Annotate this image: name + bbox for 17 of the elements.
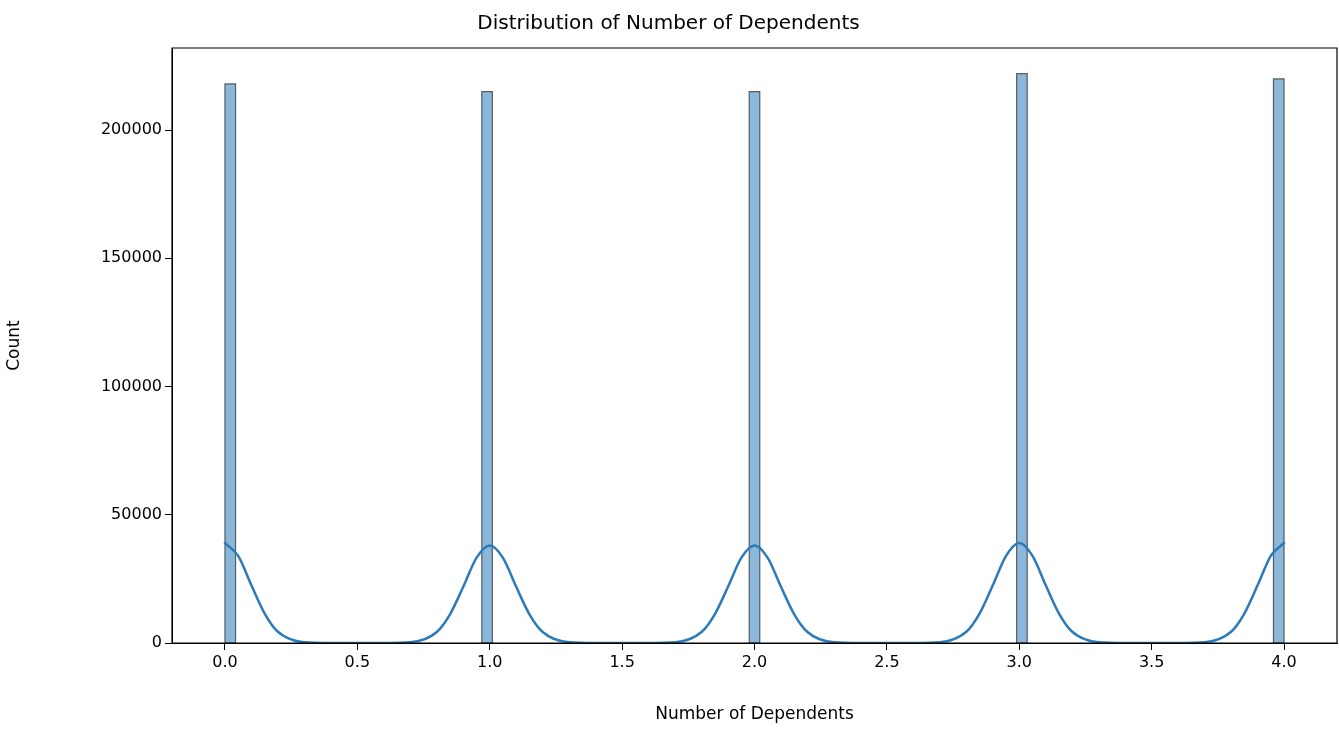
chart-title: Distribution of Number of Dependents (477, 10, 860, 35)
x-tick-label: 2.5 (874, 651, 900, 671)
y-tick-label: 50000 (111, 503, 162, 523)
x-tick-label: 0.0 (212, 651, 238, 671)
x-tick-label: 3.5 (1138, 651, 1165, 671)
x-tick-label: 0.5 (344, 651, 371, 671)
y-tick-label: 200000 (100, 119, 162, 139)
x-axis-title: Number of Dependents (655, 703, 854, 724)
y-tick-label: 150000 (100, 247, 162, 267)
x-tick-label: 3.0 (1006, 651, 1032, 671)
x-tick-label: 2.0 (741, 651, 768, 671)
x-tick-label: 4.0 (1271, 651, 1297, 671)
x-tick-label: 1.5 (609, 651, 635, 671)
y-tick-label: 0 (151, 632, 162, 652)
x-tick-label: 1.0 (477, 651, 503, 671)
y-tick-label: 100000 (100, 375, 162, 395)
y-axis-title: Count (2, 319, 23, 371)
